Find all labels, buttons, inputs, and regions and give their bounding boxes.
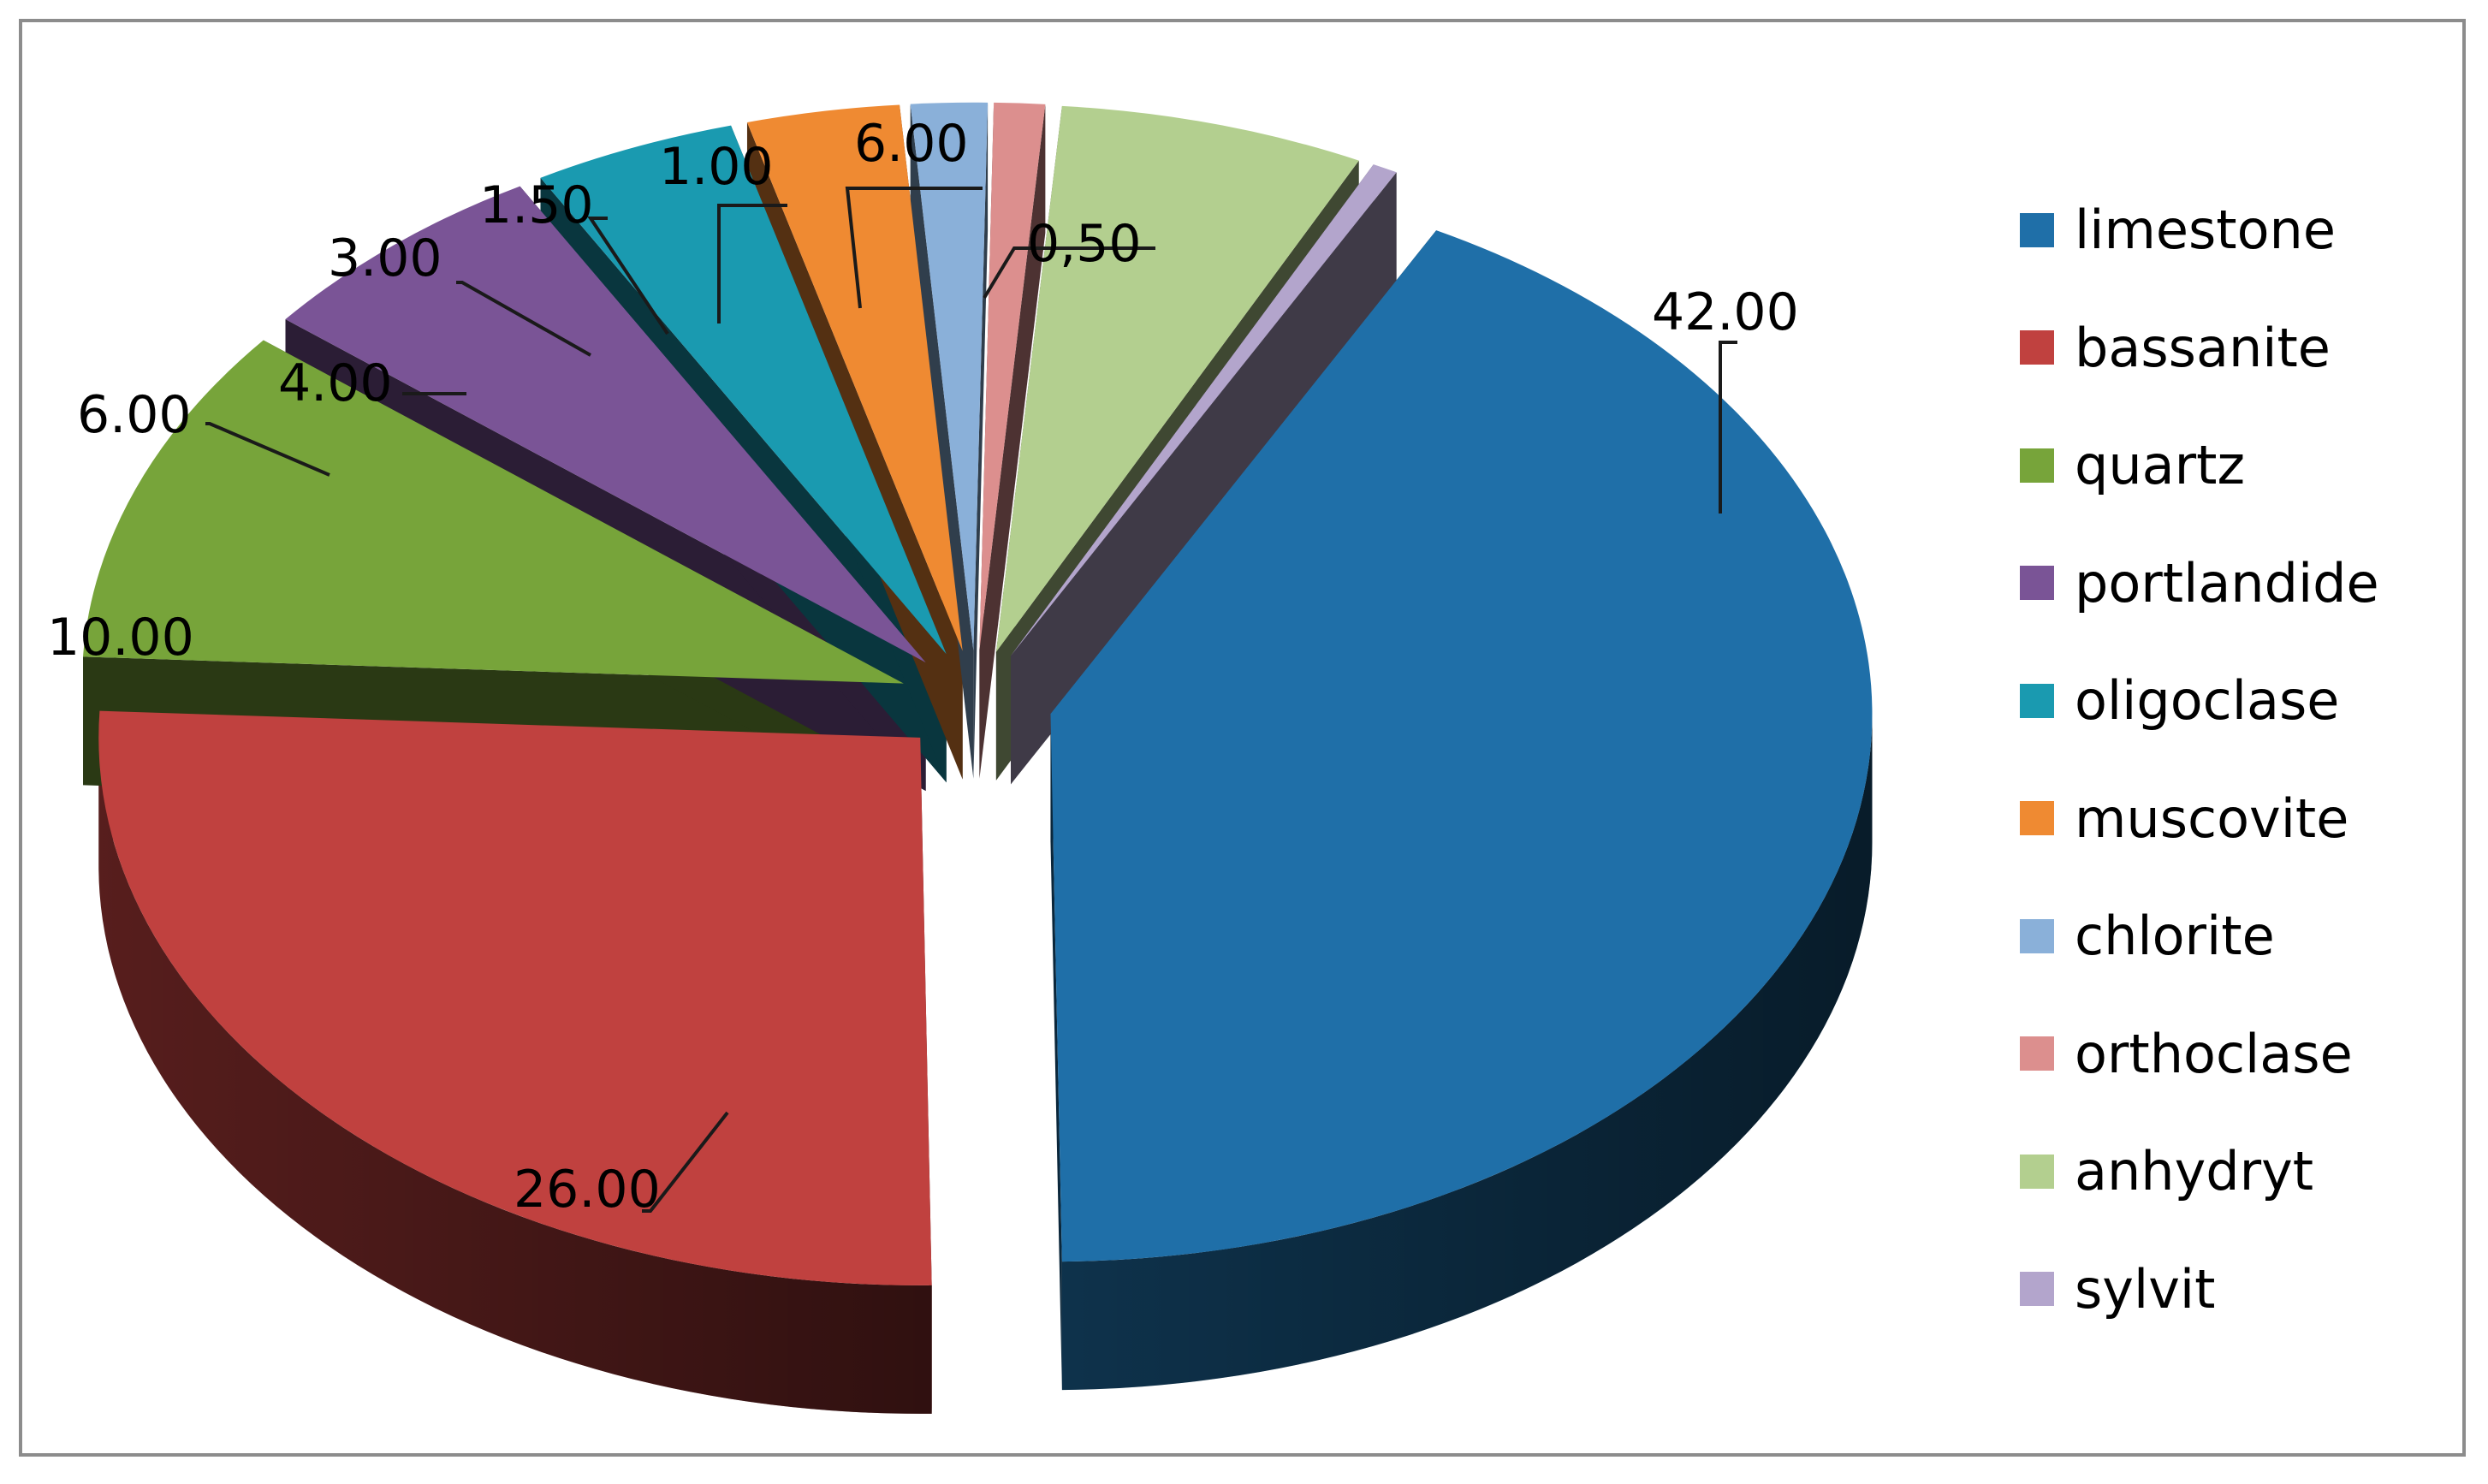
- pie-slice-sylvit: [1010, 164, 1397, 656]
- leader-line-portlandide: [205, 422, 330, 477]
- legend-swatch-limestone: [2020, 212, 2054, 247]
- data-label-muscovite: 3.00: [328, 229, 442, 288]
- legend-item-anhydryt: anhydryt: [2020, 1113, 2465, 1231]
- data-label-bassanite: 26.00: [514, 1160, 661, 1220]
- legend-label-orthoclase: orthoclase: [2075, 1022, 2353, 1085]
- legend-swatch-sylvit: [2020, 1272, 2054, 1307]
- data-label-anhydryt: 6.00: [854, 114, 969, 174]
- legend-swatch-oligoclase: [2020, 683, 2054, 718]
- legend-item-portlandide: portlandide: [2020, 525, 2465, 643]
- data-label-chlorite: 1.50: [479, 175, 594, 235]
- pie-slice-wall-chlorite-end: [973, 102, 989, 779]
- data-label-oligoclase: 4.00: [278, 353, 393, 413]
- pie-slice-bassanite: [98, 710, 932, 1285]
- data-label-quartz: 10.00: [47, 608, 194, 668]
- legend-label-bassanite: bassanite: [2075, 316, 2331, 379]
- pie-slice-wall-limestone-end: [1050, 714, 1062, 1391]
- legend-swatch-portlandide: [2020, 566, 2054, 601]
- legend-swatch-orthoclase: [2020, 1036, 2054, 1071]
- pie-slice-side-shade-bassanite: [98, 737, 932, 1414]
- leader-line-anhydryt: [845, 187, 983, 309]
- data-label-portlandide: 6.00: [77, 385, 192, 445]
- legend-item-quartz: quartz: [2020, 407, 2465, 525]
- legend-swatch-bassanite: [2020, 330, 2054, 365]
- pie-slice-chlorite: [910, 102, 989, 650]
- pie-slice-portlandide: [285, 186, 926, 663]
- chart-legend: limestone bassanite quartz portlandide oligo…: [2020, 171, 2465, 1348]
- legend-label-limestone: limestone: [2075, 199, 2336, 262]
- pie-slice-oligoclase: [540, 125, 947, 655]
- pie-slice-limestone: [1050, 230, 1873, 1262]
- data-label-orthoclase: 1.00: [659, 137, 774, 197]
- leader-line-bassanite: [642, 1111, 729, 1213]
- leader-line-sylvit: [983, 246, 1155, 300]
- legend-item-oligoclase: oligoclase: [2020, 642, 2465, 760]
- legend-label-portlandide: portlandide: [2075, 551, 2379, 614]
- pie-slice-side-shade-limestone: [1061, 714, 1873, 1391]
- leader-line-chlorite: [587, 217, 669, 335]
- pie-slice-wall-orthoclase-end: [979, 104, 1046, 779]
- pie-slice-muscovite: [746, 104, 963, 651]
- legend-label-quartz: quartz: [2075, 434, 2245, 497]
- legend-label-anhydryt: anhydryt: [2075, 1140, 2314, 1203]
- legend-item-bassanite: bassanite: [2020, 289, 2465, 407]
- legend-swatch-muscovite: [2020, 801, 2054, 836]
- pie-slice-anhydryt: [995, 105, 1359, 652]
- leader-line-orthoclase: [717, 204, 787, 324]
- legend-label-muscovite: muscovite: [2075, 787, 2349, 850]
- data-label-sylvit: 0,50: [1027, 214, 1142, 274]
- leader-line-muscovite: [456, 281, 591, 357]
- data-label-limestone: 42.00: [1652, 282, 1799, 342]
- pie-slice-quartz: [83, 340, 904, 684]
- pie-slice-orthoclase: [979, 102, 1046, 650]
- legend-swatch-quartz: [2020, 448, 2054, 483]
- legend-item-orthoclase: orthoclase: [2020, 995, 2465, 1113]
- legend-item-sylvit: sylvit: [2020, 1231, 2465, 1349]
- pie-slice-wall-sylvit-end: [1010, 172, 1397, 785]
- leader-line-limestone: [1719, 341, 1737, 513]
- legend-item-chlorite: chlorite: [2020, 877, 2465, 995]
- legend-swatch-anhydryt: [2020, 1154, 2054, 1189]
- legend-label-chlorite: chlorite: [2075, 905, 2275, 968]
- legend-label-oligoclase: oligoclase: [2075, 669, 2340, 733]
- legend-item-muscovite: muscovite: [2020, 760, 2465, 878]
- legend-label-sylvit: sylvit: [2075, 1257, 2216, 1321]
- legend-item-limestone: limestone: [2020, 171, 2465, 289]
- legend-swatch-chlorite: [2020, 918, 2054, 953]
